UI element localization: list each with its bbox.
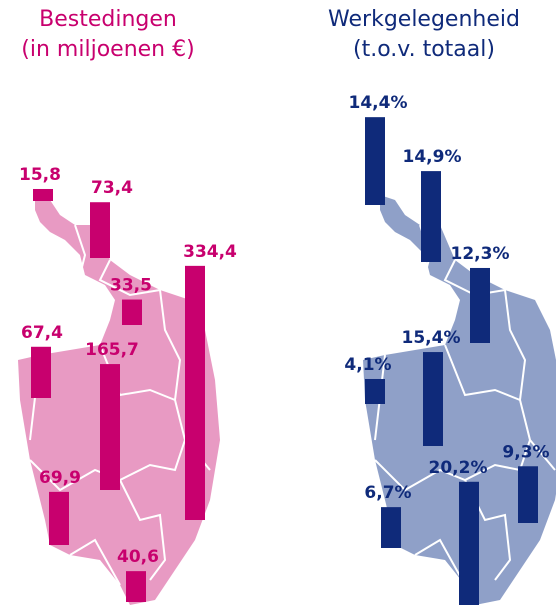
bar: [365, 378, 385, 404]
value-label: 67,4: [21, 323, 63, 343]
value-label: 73,4: [91, 178, 133, 198]
bar: [470, 267, 490, 343]
bar: [421, 171, 441, 262]
value-label: 165,7: [85, 340, 139, 360]
value-label: 15,8: [19, 165, 61, 185]
value-label: 15,4%: [402, 328, 461, 348]
value-label: 40,6: [117, 547, 159, 567]
bar: [423, 352, 443, 446]
value-label: 6,7%: [364, 483, 411, 503]
value-label: 33,5: [110, 276, 152, 296]
value-label: 9,3%: [502, 442, 549, 462]
bar: [100, 364, 120, 490]
title: Werkgelegenheid: [328, 7, 520, 32]
bar: [459, 481, 479, 605]
bar: [126, 571, 146, 602]
value-label: 20,2%: [429, 458, 488, 478]
value-label: 12,3%: [451, 244, 510, 264]
bar: [33, 188, 53, 201]
bar: [122, 299, 142, 325]
bar: [185, 265, 205, 520]
bar: [49, 491, 69, 545]
value-label: 334,4: [183, 242, 237, 262]
value-label: 69,9: [39, 468, 81, 488]
bar: [381, 507, 401, 548]
title: Bestedingen: [39, 7, 177, 32]
bar: [31, 346, 51, 398]
value-label: 14,4%: [349, 93, 408, 113]
bar: [365, 117, 385, 205]
subtitle: (t.o.v. totaal): [353, 37, 495, 62]
subtitle: (in miljoenen €): [21, 37, 194, 62]
value-label: 14,9%: [403, 147, 462, 167]
bar: [90, 202, 110, 258]
bar: [518, 466, 538, 523]
value-label: 4,1%: [344, 355, 391, 375]
